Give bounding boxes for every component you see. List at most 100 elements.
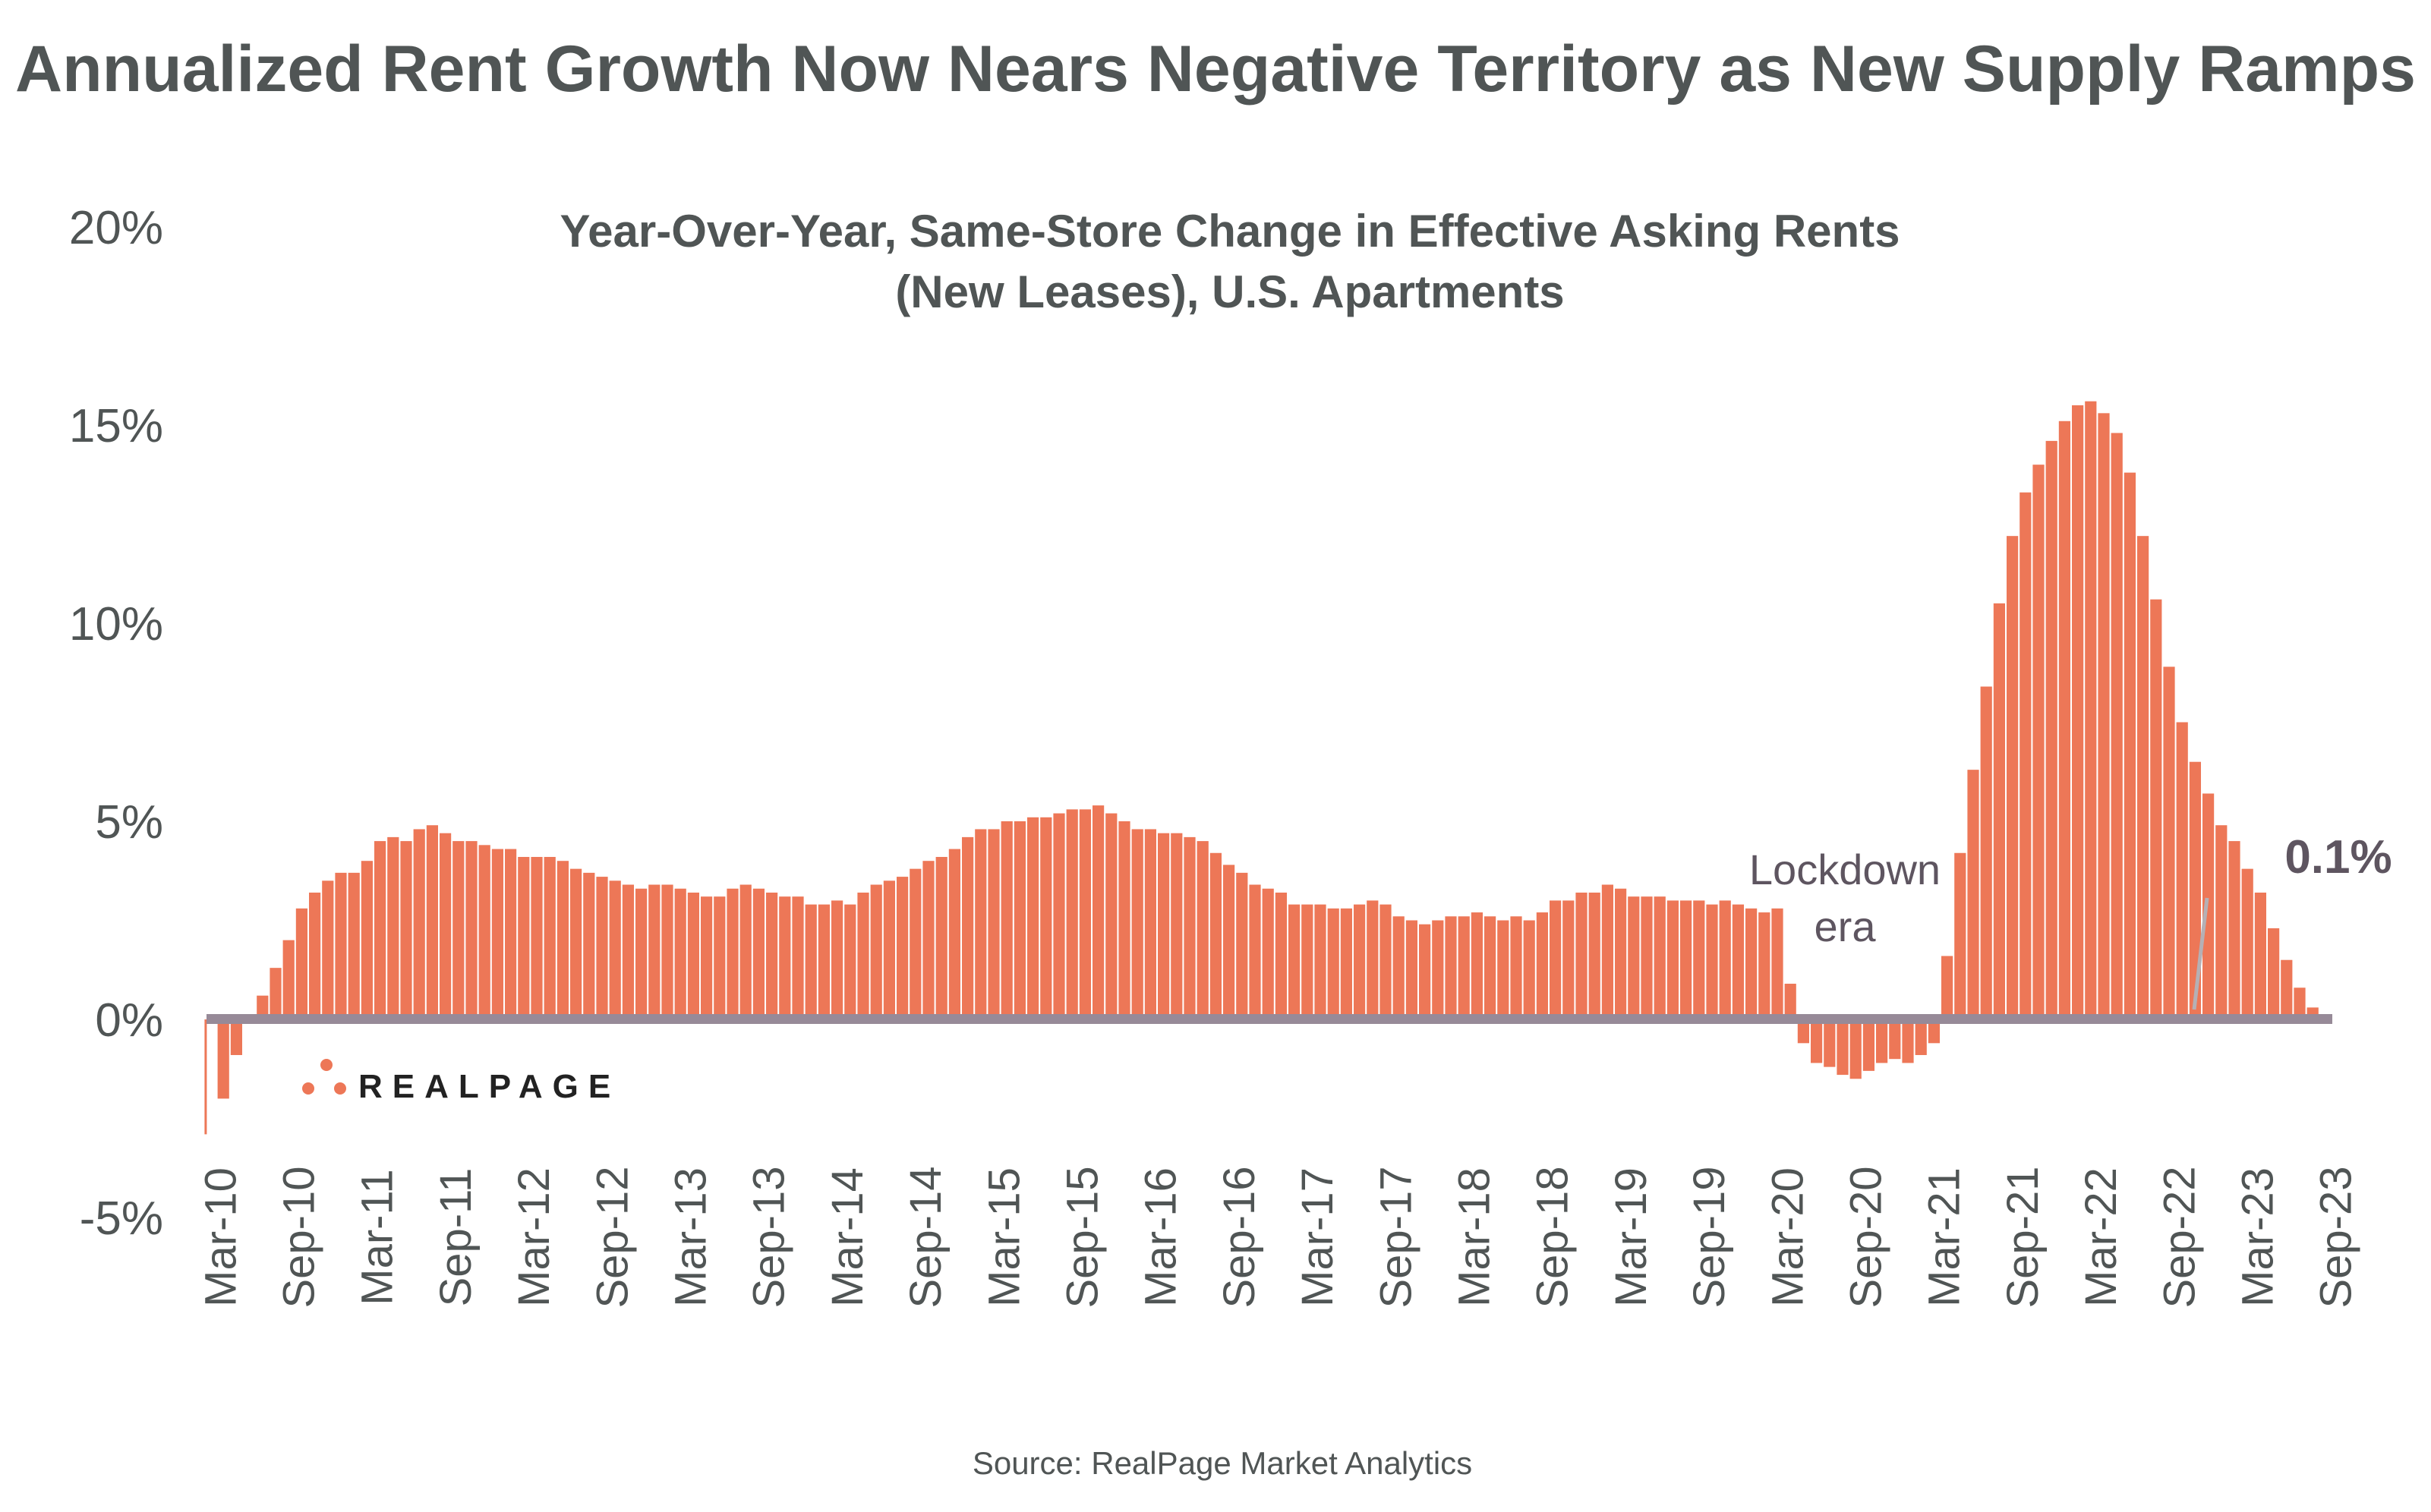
bar [1314, 904, 1326, 1019]
bar [2176, 722, 2188, 1019]
x-tick-label: Sep-18 [1528, 1166, 1578, 1308]
bar [1615, 888, 1627, 1019]
bar [282, 940, 295, 1019]
bar [2045, 440, 2057, 1019]
y-tick-label: 10% [69, 598, 163, 650]
bar [2228, 841, 2240, 1019]
bar [1980, 686, 1992, 1019]
x-tick-label: Sep-19 [1685, 1166, 1734, 1308]
bar [948, 849, 960, 1019]
bar [440, 833, 452, 1019]
bar [2241, 868, 2253, 1019]
bar [2281, 959, 2293, 1019]
bar [739, 884, 752, 1019]
bar [857, 892, 869, 1019]
bar [1079, 809, 1091, 1019]
bar [1445, 916, 1457, 1019]
bar [805, 904, 817, 1019]
bar [1745, 908, 1758, 1019]
bar [1784, 984, 1796, 1019]
bar [596, 877, 608, 1019]
bar [727, 888, 739, 1019]
bar [2254, 892, 2266, 1019]
annotation-latest-value: 0.1% [2284, 831, 2392, 884]
x-tick-label: Mar-12 [509, 1167, 559, 1307]
bar [1405, 920, 1417, 1019]
bar [1562, 900, 1575, 1019]
bar [935, 856, 947, 1019]
x-tick-label: Sep-23 [2312, 1166, 2361, 1308]
bar [1536, 912, 1548, 1019]
bar [452, 841, 465, 1019]
bar [635, 888, 648, 1019]
bar [1209, 852, 1222, 1019]
bar [975, 829, 987, 1019]
bar [1641, 896, 1653, 1019]
bar [1732, 904, 1744, 1019]
bar [374, 841, 386, 1019]
bar [1340, 908, 1352, 1019]
bar [1327, 908, 1339, 1019]
bar [910, 868, 922, 1019]
bar [1458, 916, 1470, 1019]
bar [1915, 1019, 1927, 1055]
bar [1171, 833, 1183, 1019]
bar [491, 849, 503, 1019]
bar [1354, 904, 1366, 1019]
zero-line [207, 1014, 2332, 1024]
bar [1876, 1019, 1888, 1063]
bar [348, 872, 360, 1019]
logo-dot-icon [320, 1059, 333, 1071]
bar [1824, 1019, 1836, 1067]
bar [714, 896, 726, 1019]
x-tick-label: Mar-18 [1450, 1167, 1499, 1307]
bar [922, 861, 935, 1019]
bar [1432, 920, 1444, 1019]
x-tick-label: Sep-10 [275, 1166, 324, 1308]
bar [295, 908, 307, 1019]
bar [2058, 421, 2070, 1019]
bar [1484, 916, 1496, 1019]
bar [1967, 770, 1979, 1019]
bar [478, 845, 490, 1019]
bar [701, 896, 713, 1019]
bar [766, 892, 778, 1019]
bar [988, 829, 1000, 1019]
bar [2032, 465, 2045, 1019]
bar [2124, 472, 2136, 1019]
bar [1706, 904, 1718, 1019]
annotation-leader-line [2192, 897, 2209, 1010]
bar [1040, 817, 1052, 1019]
x-tick-label: Mar-21 [1920, 1167, 1969, 1307]
y-axis: -5% 0% 5% 10% 15% 20% [69, 202, 163, 1245]
bar [648, 884, 661, 1019]
bar [962, 836, 974, 1019]
x-tick-label: Mar-23 [2234, 1167, 2283, 1307]
bar [844, 904, 856, 1019]
y-tick-label: 15% [69, 400, 163, 452]
bar [570, 868, 582, 1019]
source-note: Source: RealPage Market Analytics [973, 1445, 1472, 1481]
bar [1693, 900, 1705, 1019]
bar [270, 968, 282, 1019]
bar [1184, 836, 1196, 1019]
bar [1131, 829, 1143, 1019]
bar [583, 872, 595, 1019]
bar [1249, 884, 1261, 1019]
x-tick-label: Sep-11 [431, 1168, 481, 1307]
bar [1680, 900, 1692, 1019]
x-tick-label: Sep-17 [1371, 1166, 1420, 1308]
bar [2098, 413, 2110, 1019]
bar [1053, 813, 1065, 1019]
bar [1014, 821, 1026, 1019]
bar [361, 861, 373, 1019]
bar [1158, 833, 1170, 1019]
bar [2189, 761, 2201, 1019]
y-tick-label: 20% [69, 202, 163, 254]
x-tick-label: Mar-19 [1606, 1167, 1656, 1307]
bar [2137, 536, 2149, 1019]
annotation-lockdown-line2: era [1815, 902, 1877, 950]
bar [1262, 888, 1274, 1019]
x-tick-label: Sep-22 [2155, 1166, 2204, 1308]
